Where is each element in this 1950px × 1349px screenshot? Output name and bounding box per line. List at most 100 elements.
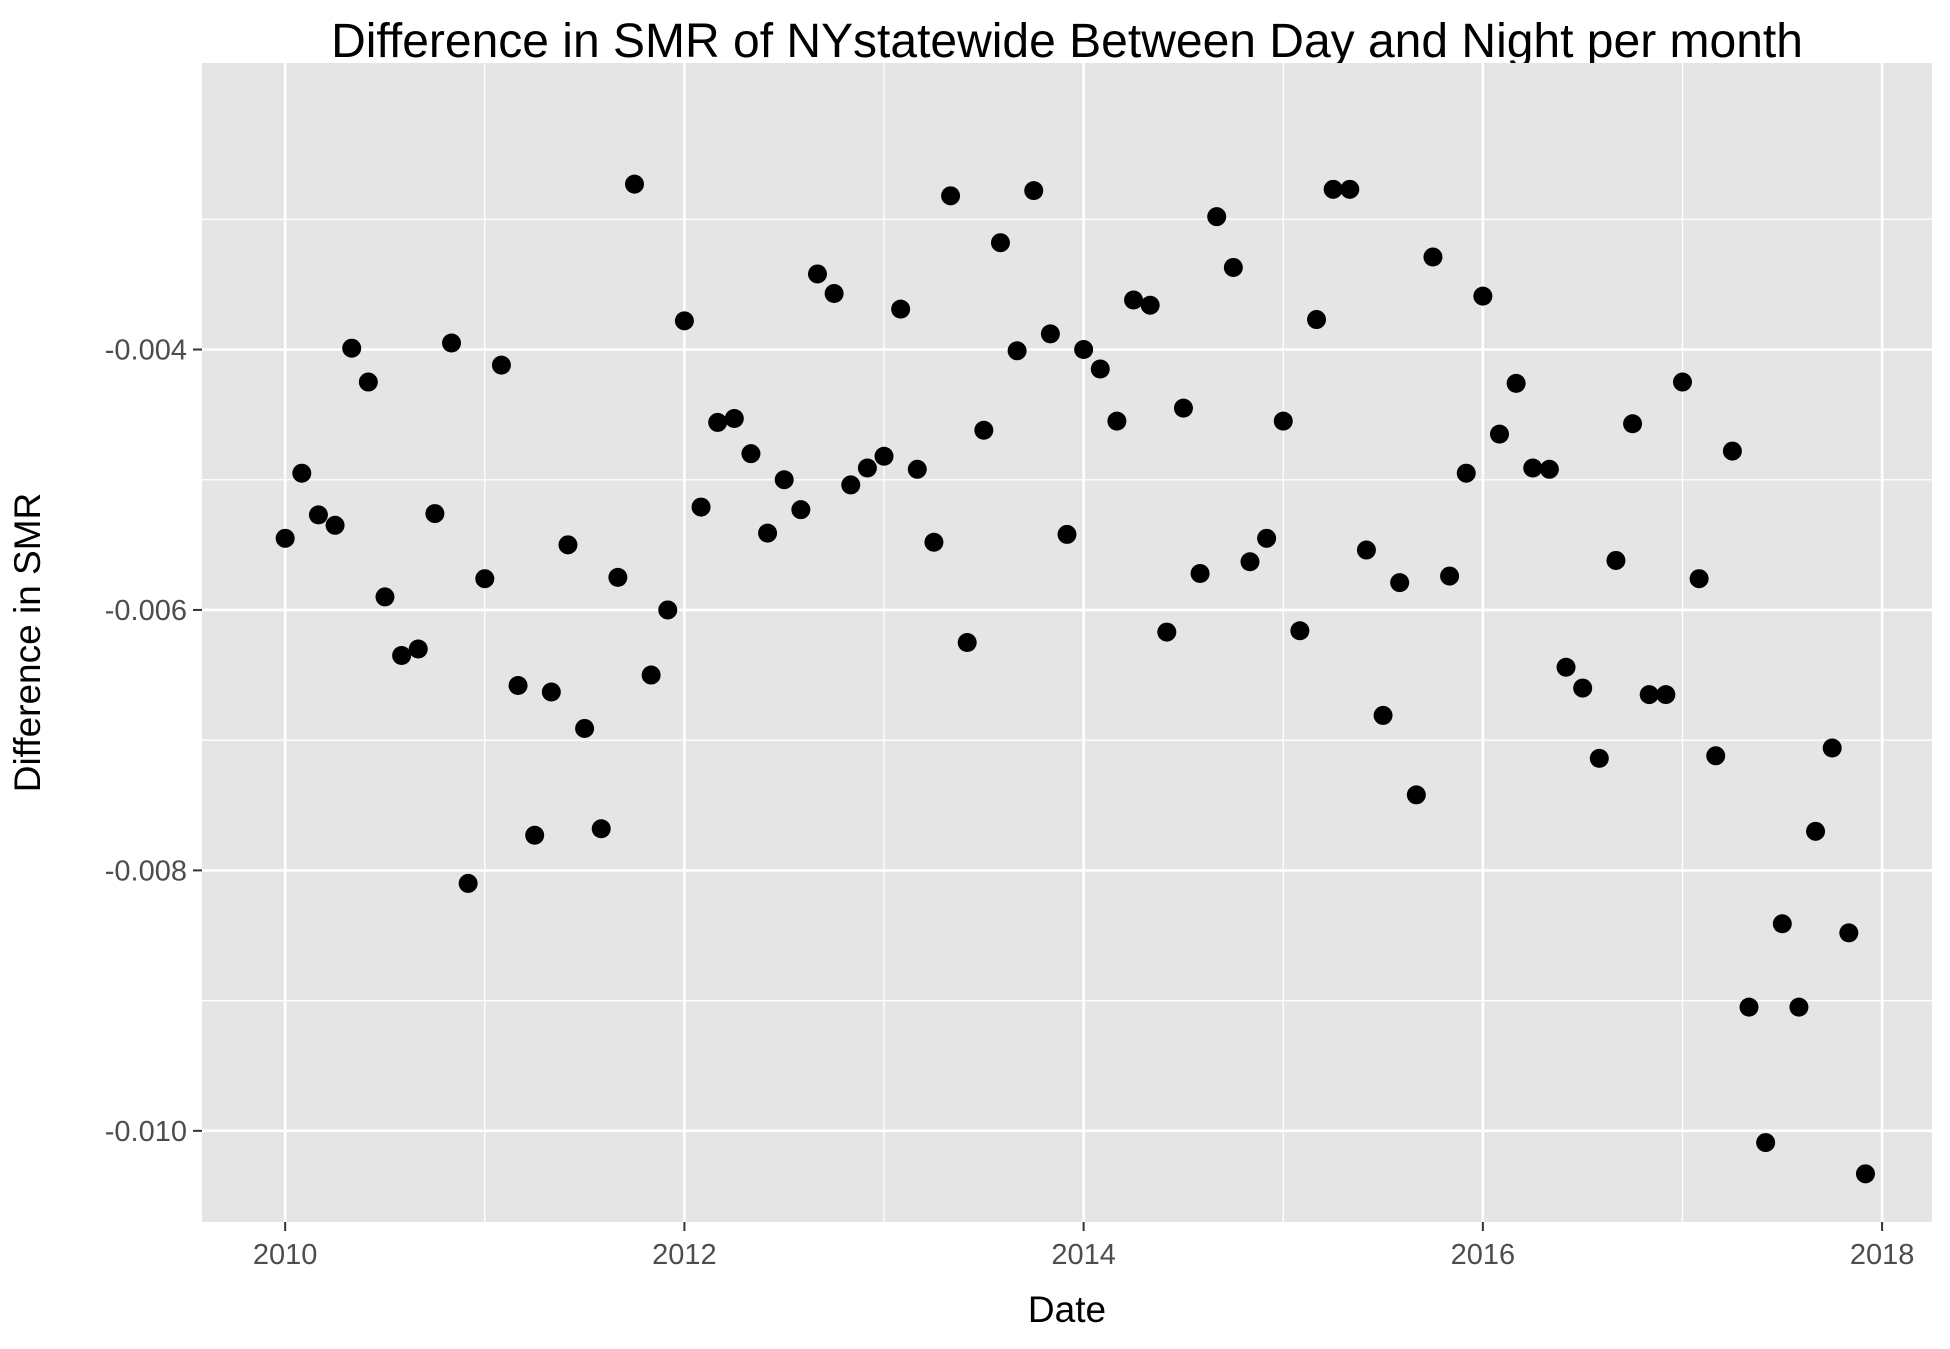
data-point (824, 283, 844, 303)
data-point (1090, 359, 1110, 379)
data-point (1606, 550, 1626, 570)
data-point (1855, 1164, 1875, 1184)
data-point (325, 515, 345, 535)
data-point (575, 718, 595, 738)
data-point (1257, 528, 1277, 548)
data-point (724, 409, 744, 429)
data-point (1074, 339, 1094, 359)
data-point (558, 535, 578, 555)
data-point (292, 463, 312, 483)
data-point (1456, 463, 1476, 483)
data-point (957, 633, 977, 652)
y-axis: -0.004 -0.006 -0.008 -0.010 (105, 334, 202, 1148)
data-point (941, 186, 961, 206)
data-point (408, 639, 428, 659)
data-point (791, 500, 811, 520)
data-point (891, 299, 911, 319)
x-tick-label: 2016 (1451, 1239, 1516, 1271)
data-point (508, 675, 528, 695)
data-point (1656, 685, 1676, 705)
data-point (1556, 657, 1576, 677)
data-point (392, 646, 412, 666)
data-point (275, 528, 295, 548)
data-point (442, 333, 462, 353)
y-axis-title: Difference in SMR (7, 493, 48, 793)
data-point (1057, 524, 1077, 544)
data-point (1423, 247, 1443, 267)
data-point (807, 264, 827, 284)
data-point (1739, 997, 1759, 1017)
data-point (974, 420, 994, 440)
data-point (1839, 923, 1859, 943)
data-point (907, 459, 927, 479)
data-point (541, 682, 561, 702)
data-point (658, 600, 678, 620)
data-point (1639, 685, 1659, 705)
data-point (1390, 573, 1410, 593)
x-tick-label: 2018 (1850, 1239, 1915, 1271)
data-point (1806, 821, 1826, 841)
data-point (625, 174, 644, 194)
data-point (674, 311, 694, 331)
data-point (1107, 411, 1127, 431)
data-point (1273, 411, 1293, 431)
data-point (1589, 748, 1609, 768)
data-points (275, 174, 1875, 1184)
data-point (1689, 569, 1709, 589)
data-point (1506, 373, 1526, 393)
data-point (1789, 997, 1809, 1017)
data-point (1722, 441, 1742, 461)
data-point (1140, 295, 1160, 315)
data-point (1473, 286, 1493, 306)
data-point (342, 338, 362, 358)
data-point (1207, 207, 1227, 227)
data-point (1124, 290, 1144, 310)
data-point (874, 446, 894, 466)
data-point (691, 497, 711, 517)
data-point (491, 355, 511, 375)
data-point (425, 504, 445, 524)
data-point (641, 665, 661, 685)
data-point (1157, 622, 1177, 642)
data-point (358, 372, 378, 392)
data-point (1173, 398, 1193, 418)
data-point (525, 825, 545, 845)
data-point (1340, 179, 1360, 199)
data-point (857, 458, 877, 478)
major-gridlines (202, 63, 1932, 1222)
data-point (1373, 705, 1393, 725)
data-point (1007, 341, 1027, 361)
data-point (1573, 678, 1593, 698)
data-point (1706, 746, 1726, 766)
data-point (1539, 459, 1559, 479)
data-point (1623, 414, 1643, 434)
x-tick-label: 2014 (1051, 1239, 1116, 1271)
data-point (708, 412, 728, 432)
data-point (1024, 181, 1044, 201)
x-axis-title: Date (1028, 1289, 1106, 1330)
data-point (1490, 424, 1509, 444)
data-point (1822, 738, 1842, 758)
x-axis: 2010 2012 2014 2016 2018 (253, 1222, 1914, 1271)
data-point (1190, 563, 1210, 583)
y-tick-label: -0.006 (105, 595, 187, 627)
plot-panel (202, 63, 1932, 1222)
x-tick-label: 2012 (652, 1239, 717, 1271)
minor-gridlines (202, 63, 1932, 1222)
chart-title: Difference in SMR of NYstatewide Between… (331, 15, 1803, 68)
y-tick-label: -0.008 (105, 855, 187, 887)
data-point (1040, 324, 1060, 344)
y-tick-label: -0.010 (105, 1116, 187, 1148)
data-point (741, 444, 761, 464)
data-point (475, 569, 495, 589)
data-point (1672, 372, 1692, 392)
data-point (1772, 914, 1792, 934)
data-point (1240, 552, 1260, 572)
data-point (375, 587, 395, 607)
data-point (1440, 566, 1460, 586)
data-point (1756, 1133, 1776, 1153)
data-point (1307, 310, 1327, 330)
data-point (591, 819, 611, 839)
data-point (1223, 257, 1243, 277)
